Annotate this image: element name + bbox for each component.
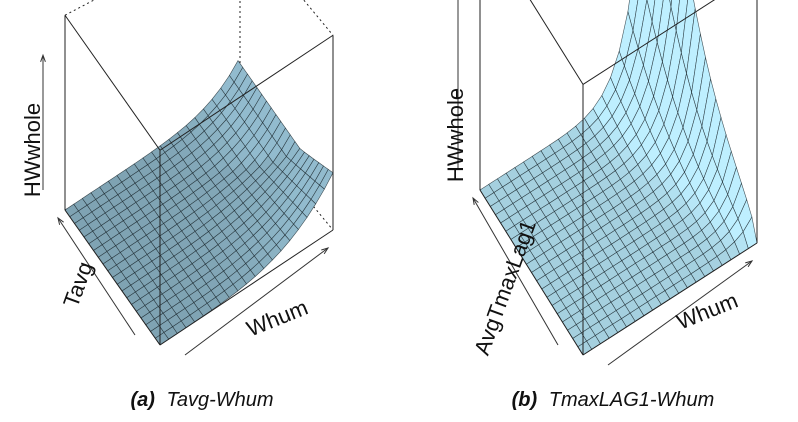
panel-b-tag: (b) xyxy=(512,389,538,411)
panel-a-y-arrow-head xyxy=(57,216,64,225)
panel-b-box-edge-4 xyxy=(529,0,584,85)
panel-b-ylabel: AvgTmaxLag1 xyxy=(469,217,541,358)
panel-b-xlabel: Whum xyxy=(673,288,741,335)
panel-b-x-arrow xyxy=(607,260,753,366)
panel-b-box-edge-6 xyxy=(479,189,584,356)
panel-a-caption: (a) Tavg-Whum xyxy=(130,389,273,411)
panel-a-hidden-edge-2 xyxy=(239,117,334,231)
panel-a-back-box xyxy=(64,0,334,231)
panel-a-box-edge-3 xyxy=(159,34,334,151)
panel-a-zlabel: HWwhole xyxy=(20,103,45,197)
panel-a-y-arrow xyxy=(57,217,136,336)
panel-a-tag: (a) xyxy=(130,389,155,411)
panel-a-box-edge-6 xyxy=(64,209,161,346)
panel-b-box-edge-3 xyxy=(582,0,716,85)
panel-b-plot: HWwhole AvgTmaxLag1 Whum xyxy=(443,0,758,366)
panel-a-x-arrow xyxy=(184,247,329,356)
panel-a-front-box xyxy=(64,14,334,346)
panel-a-top-back-edge-1 xyxy=(303,0,334,36)
panel-a-box-edge-5 xyxy=(159,229,334,346)
panel-a-caption-text: Tavg-Whum xyxy=(166,389,273,411)
panel-a-x-arrow-head xyxy=(321,247,330,255)
panel-a-ylabel: Tavg xyxy=(58,258,97,310)
panel-b-surface xyxy=(479,0,758,356)
panel-b-x-arrow-head xyxy=(745,260,754,268)
panel-b-caption-text: TmaxLAG1-Whum xyxy=(549,389,715,411)
panel-b-y-arrow xyxy=(472,197,559,346)
panel-a-axis-arrows xyxy=(40,53,330,356)
panel-b-caption: (b) TmaxLAG1-Whum xyxy=(512,389,715,411)
panel-b-front-box xyxy=(479,0,758,356)
panel-b-box-edge-5 xyxy=(582,242,758,356)
panel-a-xlabel: Whum xyxy=(243,295,311,342)
panel-b-axis-arrows xyxy=(457,0,754,366)
panel-b-y-arrow-head xyxy=(472,196,479,205)
panel-a-plot: HWwhole Tavg Whum xyxy=(20,0,334,356)
panel-a-z-arrow-head xyxy=(40,53,46,62)
panel-b-zlabel: HWwhole xyxy=(443,88,468,182)
panel-a-top-back-edge-0 xyxy=(64,0,96,16)
panel-a-box-edge-4 xyxy=(64,14,161,151)
